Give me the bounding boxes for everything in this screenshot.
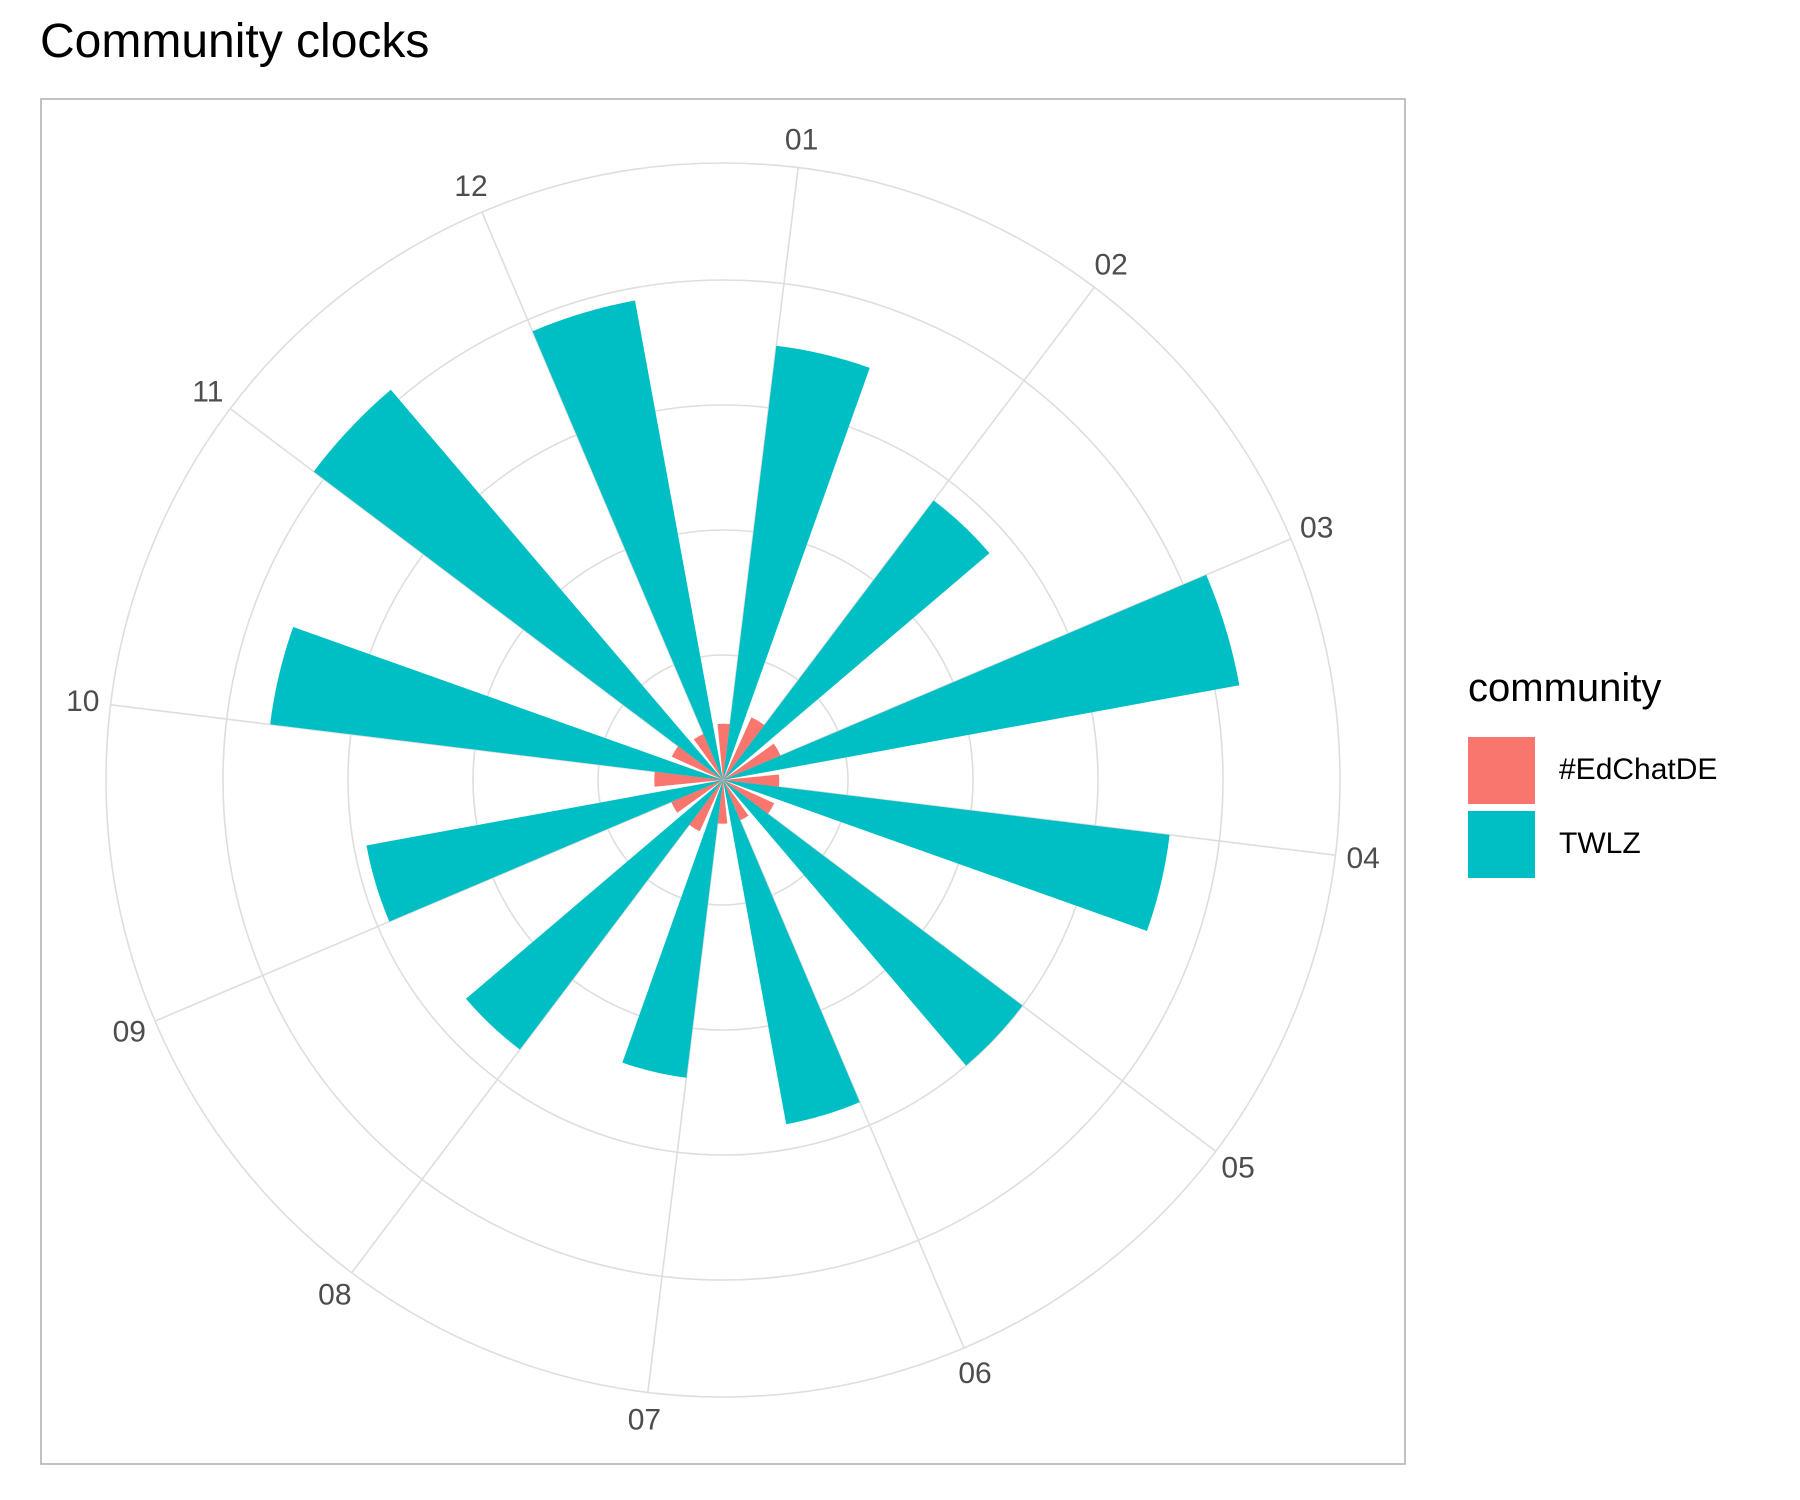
bar-edchatde-02: [723, 717, 765, 780]
bar-twlz-05: [723, 780, 1023, 1066]
grid-spoke: [722, 286, 1095, 781]
bar-edchatde-11: [671, 746, 723, 780]
legend-key-twlz: [1468, 810, 1535, 878]
bar-edchatde-05: [723, 780, 775, 814]
bar-edchatde-06: [723, 780, 749, 821]
bar-twlz-03: [723, 574, 1240, 780]
hour-label-10: 10: [66, 685, 99, 718]
grid-circle: [222, 279, 1224, 1281]
bar-edchatde-12: [693, 733, 723, 780]
bar-edchatde-10: [654, 771, 723, 787]
panel-border: [40, 98, 1406, 1465]
hour-label-02: 02: [1094, 248, 1127, 281]
bar-edchatde-03: [723, 743, 781, 780]
bar-twlz-09: [366, 780, 723, 922]
bar-twlz-11: [313, 389, 723, 780]
hour-label-05: 05: [1221, 1152, 1254, 1185]
bar-twlz-04: [723, 780, 1170, 931]
grid-spoke: [722, 538, 1292, 781]
bar-twlz-02: [723, 500, 990, 780]
bar-twlz-12: [532, 300, 723, 780]
bar-edchatde-07: [717, 780, 728, 824]
grid-circle: [597, 654, 849, 906]
bar-edchatde-09: [671, 780, 723, 813]
grid-spoke: [481, 211, 724, 781]
bar-twlz-07: [622, 780, 723, 1078]
legend-item-edchatde: #EdChatDE: [1468, 733, 1717, 807]
bar-twlz-01: [723, 345, 870, 780]
grid-circle: [472, 529, 974, 1031]
hour-label-09: 09: [113, 1016, 146, 1049]
grid-spoke: [722, 779, 1336, 856]
legend-key-edchatde: [1468, 736, 1535, 804]
bar-twlz-08: [465, 780, 723, 1050]
grid-circle: [347, 404, 1099, 1156]
chart-title: Community clocks: [40, 15, 430, 68]
hour-label-12: 12: [454, 170, 487, 203]
grid-circle: [105, 162, 1341, 1398]
hour-label-11: 11: [192, 375, 223, 408]
bar-edchatde-01: [717, 723, 730, 780]
grid-spoke: [647, 779, 724, 1393]
bar-twlz-10: [270, 626, 723, 780]
legend-label-edchatde: #EdChatDE: [1559, 753, 1718, 786]
grid-spoke: [229, 408, 724, 781]
hour-label-03: 03: [1300, 511, 1333, 544]
legend-title: community: [1468, 666, 1662, 710]
legend-item-twlz: TWLZ: [1468, 807, 1717, 881]
hour-label-04: 04: [1347, 842, 1380, 875]
hour-label-08: 08: [318, 1279, 351, 1312]
bar-edchatde-04: [723, 774, 780, 787]
legend-label-twlz: TWLZ: [1559, 827, 1641, 860]
hour-label-07: 07: [628, 1404, 661, 1437]
hour-label-01: 01: [785, 123, 818, 156]
hour-label-06: 06: [958, 1357, 991, 1390]
grid-spoke: [722, 167, 799, 781]
bar-twlz-06: [723, 780, 860, 1125]
legend: community #EdChatDE TWLZ: [1468, 666, 1717, 881]
bar-edchatde-08: [689, 780, 723, 832]
